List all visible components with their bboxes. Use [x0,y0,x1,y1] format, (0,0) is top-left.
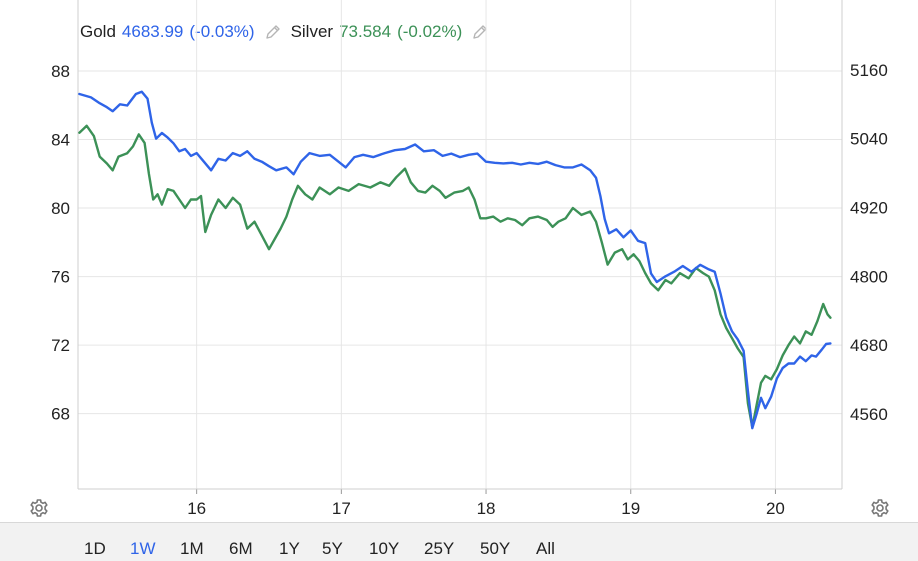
chart-series [78,90,832,430]
range-button-all[interactable]: All [536,539,555,558]
legend-gold-change: (-0.03%) [189,22,255,41]
right-axis-tick-label: 5040 [850,130,888,149]
time-range-bar: 1D 1W 1M 6M 1Y 5Y 10Y 25Y 50Y All [0,523,918,561]
right-axis-tick-label: 4920 [850,199,888,218]
range-button-1m[interactable]: 1M [180,539,204,558]
legend-silver-name: Silver [290,22,334,41]
range-button-25y[interactable]: 25Y [424,539,455,558]
range-button-1d[interactable]: 1D [84,539,106,558]
legend-gold-value: 4683.99 [121,22,184,41]
range-button-1y[interactable]: 1Y [279,539,300,558]
left-axis-tick-label: 80 [51,199,70,218]
edit-gold-pencil-icon[interactable] [263,22,283,42]
chart-legend: Gold 4683.99 (-0.03%) Silver 73.584 (-0.… [80,20,498,44]
right-axis-settings-gear-icon[interactable] [869,497,891,519]
right-axis-tick-label: 5160 [850,61,888,80]
chart-tick-labels: 88 84 80 76 72 68 5160 5040 4920 4800 4680 4560 16 17… [51,61,888,518]
left-axis-tick-label: 88 [51,62,70,81]
chart-grid [78,0,842,489]
right-axis-tick-label: 4800 [850,267,888,286]
range-button-6m[interactable]: 6M [229,539,253,558]
legend-silver-change: (-0.02%) [397,22,463,41]
x-axis-tick-label: 18 [477,499,496,518]
edit-silver-pencil-icon[interactable] [470,22,490,42]
chart-axes [0,0,918,523]
x-axis-tick-label: 20 [766,499,785,518]
left-axis-tick-label: 72 [51,336,70,355]
x-axis-tick-label: 19 [621,499,640,518]
left-axis-tick-label: 84 [51,131,70,150]
left-axis-tick-label: 68 [51,405,70,424]
legend-silver-value: 73.584 [339,22,392,41]
right-axis-tick-label: 4680 [850,336,888,355]
right-axis-tick-label: 4560 [850,405,888,424]
x-axis-tick-label: 17 [332,499,351,518]
price-chart[interactable]: 88 84 80 76 72 68 5160 5040 4920 4800 4680 4560 16 17… [0,0,918,523]
left-axis-tick-label: 76 [51,268,70,287]
x-axis-tick-label: 16 [187,499,206,518]
left-axis-settings-gear-icon[interactable] [28,497,50,519]
series-line-silver [78,124,832,429]
range-button-1w[interactable]: 1W [130,539,156,558]
series-line-gold [78,90,832,430]
range-button-50y[interactable]: 50Y [480,539,511,558]
range-button-5y[interactable]: 5Y [322,539,343,558]
legend-gold-name: Gold [80,22,116,41]
range-button-10y[interactable]: 10Y [369,539,400,558]
